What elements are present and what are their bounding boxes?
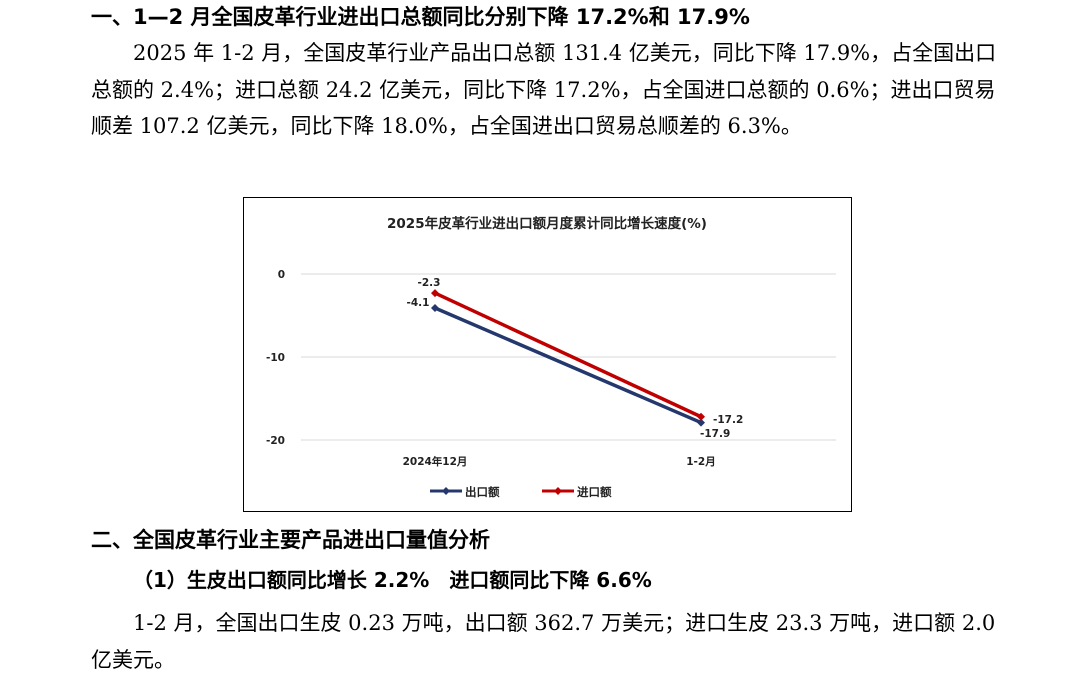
y-tick-label: 0 [278, 269, 285, 281]
y-tick-label: -20 [266, 435, 285, 447]
section-2-paragraph: 1-2 月，全国出口生皮 0.23 万吨，出口额 362.7 万美元；进口生皮 … [91, 611, 996, 672]
legend: 出口额 进口额 [430, 485, 612, 499]
legend-label-export: 出口额 [465, 485, 500, 499]
y-tick-label: -10 [266, 352, 285, 364]
data-point-export-1 [431, 304, 439, 313]
series-line-export [433, 306, 703, 425]
section-heading-2: 二、全国皮革行业主要产品进出口量值分析 [91, 528, 490, 552]
x-tick-label: 2024年12月 [403, 455, 468, 468]
export-data-label-1: -4.1 [407, 297, 430, 309]
import-data-label-1: -2.3 [418, 277, 441, 289]
growth-line-chart: 2025年皮革行业进出口额月度累计同比增长速度(%) 0 -10 -20 202… [243, 197, 852, 512]
legend-label-import: 进口额 [577, 485, 612, 499]
chart-svg: 2025年皮革行业进出口额月度累计同比增长速度(%) 0 -10 -20 202… [266, 215, 836, 499]
data-point-export-2 [697, 418, 705, 427]
series-layer [431, 289, 705, 427]
section-heading-1: 一、1—2 月全国皮革行业进出口总额同比分别下降 17.2%和 17.9% [91, 5, 750, 29]
x-tick-label: 1-2月 [686, 456, 715, 468]
subsection-heading: （1）生皮出口额同比增长 2.2% 进口额同比下降 6.6% [133, 568, 652, 592]
section-1-paragraph: 2025 年 1-2 月，全国皮革行业产品出口总额 131.4 亿美元，同比下降… [91, 41, 997, 138]
legend-marker-import [554, 487, 562, 495]
export-data-label-2: -17.9 [700, 428, 730, 440]
chart-title: 2025年皮革行业进出口额月度累计同比增长速度(%) [387, 215, 707, 232]
legend-marker-export [442, 487, 450, 495]
data-point-import-2 [697, 412, 705, 421]
series-line-import [433, 291, 703, 419]
import-data-label-2: -17.2 [713, 414, 743, 426]
data-point-import-1 [431, 289, 439, 298]
